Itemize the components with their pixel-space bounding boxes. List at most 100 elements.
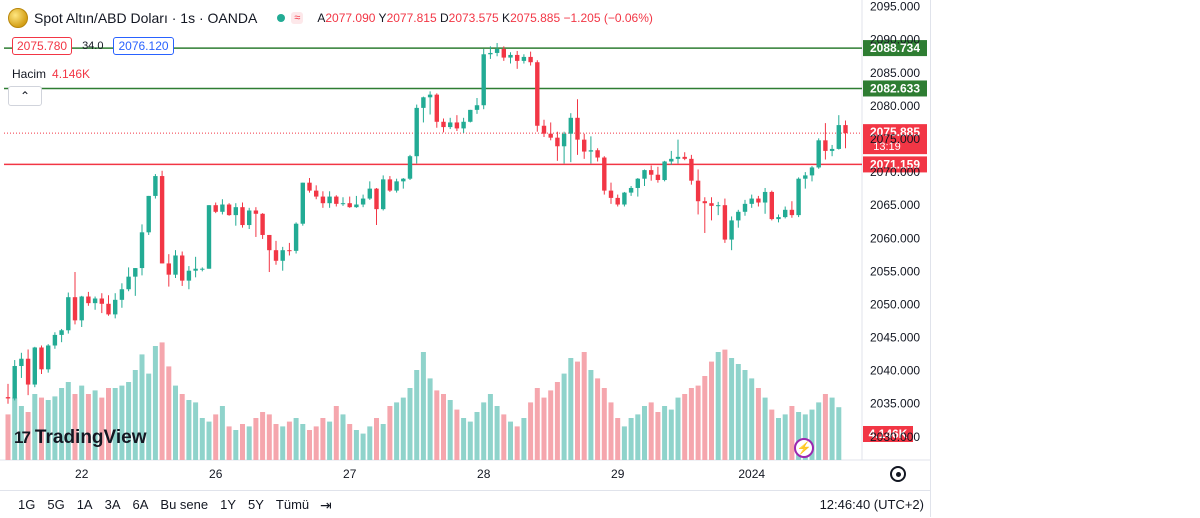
candle-body	[508, 54, 513, 58]
volume-bar	[347, 424, 353, 460]
volume-bar	[554, 382, 560, 460]
candle-body	[381, 179, 386, 210]
volume-legend: Hacim 4.146K	[12, 67, 90, 81]
candle-body	[762, 191, 768, 203]
range-button-5y[interactable]: 5Y	[248, 497, 264, 512]
volume-bar	[487, 394, 493, 460]
brand-name: TradingView	[34, 427, 147, 448]
price-tick-label: 2085.000	[870, 66, 920, 80]
tradingview-logo-icon: 17	[14, 428, 31, 447]
candle-body	[367, 188, 372, 199]
symbol-title[interactable]: Spot Altın/ABD Doları · 1s · OANDA	[34, 10, 258, 26]
volume-bar	[501, 414, 507, 460]
range-button-1g[interactable]: 1G	[18, 497, 36, 512]
candle-body	[280, 250, 285, 261]
last-price-label: 2075.885	[870, 125, 920, 139]
candle-body	[776, 217, 781, 220]
candle-body	[293, 223, 299, 251]
close-value: 2075.885	[510, 11, 561, 25]
candle-body	[649, 170, 654, 175]
sell-button[interactable]: 2075.780	[12, 37, 73, 55]
candles	[5, 43, 848, 404]
volume-last-label: 4.146K	[869, 427, 908, 441]
candle-body	[595, 150, 600, 158]
volume-bar	[829, 397, 835, 460]
candle-body	[742, 203, 748, 212]
candle-body	[166, 263, 171, 275]
lightning-icon[interactable]: ⚡	[794, 438, 814, 458]
volume-bar	[534, 388, 540, 460]
volume-bar	[139, 354, 145, 460]
range-button-bu-sene[interactable]: Bu sene	[160, 497, 209, 512]
volume-bar	[481, 402, 487, 460]
candle-body	[206, 205, 212, 269]
candle-body	[709, 203, 714, 206]
price-tick-label: 2080.000	[870, 99, 920, 113]
candle-body	[334, 196, 339, 204]
price-tick-label: 2045.000	[870, 331, 920, 345]
candle-body	[273, 250, 279, 261]
candle-body	[796, 178, 801, 216]
volume-bar	[253, 418, 259, 460]
range-button-tümü[interactable]: Tümü	[275, 497, 310, 512]
volume-bar	[387, 406, 393, 460]
volume-bar	[769, 409, 775, 460]
volume-bar	[380, 424, 386, 460]
range-button-6a[interactable]: 6A	[132, 497, 149, 512]
range-button-3a[interactable]: 3A	[104, 497, 121, 512]
volume-last-tag	[863, 426, 913, 442]
volume-bar	[474, 412, 480, 460]
volume-bar	[146, 373, 152, 460]
volume-bar	[822, 394, 828, 460]
calendar-goto-icon[interactable]: ⇥	[320, 497, 332, 513]
clock[interactable]: 12:46:40 (UTC+2)	[819, 497, 924, 512]
volume-bar	[18, 406, 24, 460]
candle-body	[52, 334, 58, 346]
change-value: −1.205 (−0.06%)	[563, 11, 653, 25]
volume-bar	[514, 426, 520, 460]
volume-bar	[32, 394, 38, 460]
volume-bars	[5, 342, 842, 460]
time-tick-label: 22	[75, 467, 89, 481]
candle-body	[180, 255, 185, 281]
range-button-5g[interactable]: 5G	[47, 497, 65, 512]
candle-body	[407, 156, 413, 179]
candle-body	[99, 298, 104, 304]
range-button-1a[interactable]: 1A	[76, 497, 93, 512]
candle-body	[468, 109, 473, 122]
candle-body	[803, 175, 808, 179]
price-tick-label: 2065.000	[870, 198, 920, 212]
volume-bar	[39, 397, 44, 460]
candle-body	[689, 158, 694, 181]
candlestick-chart[interactable]: 2088.734 2082.633 2071.159 2075.885 13:19 4.1…	[0, 0, 930, 490]
candle-body	[695, 180, 701, 202]
candle-body	[582, 139, 587, 152]
wave-icon: ≈	[291, 12, 304, 24]
candle-body	[173, 255, 178, 275]
candle-body	[327, 196, 332, 204]
candle-body	[816, 140, 821, 168]
volume-bar	[682, 394, 688, 460]
candle-body	[535, 62, 540, 126]
candle-body	[347, 203, 352, 208]
candle-body	[66, 297, 71, 331]
buy-button[interactable]: 2076.120	[113, 37, 174, 55]
volume-bar	[642, 406, 647, 460]
candle-body	[193, 268, 198, 271]
low-label: D	[439, 11, 449, 25]
volume-bar	[226, 426, 232, 460]
candle-body	[186, 270, 192, 281]
volume-bar	[668, 409, 674, 460]
gear-icon[interactable]	[890, 466, 906, 482]
volume-bar	[521, 418, 527, 460]
volume-bar	[836, 407, 842, 460]
candle-body	[628, 187, 634, 193]
range-button-1y[interactable]: 1Y	[220, 497, 237, 512]
time-tick-label: 27	[343, 467, 357, 481]
volume-bar	[749, 378, 755, 460]
candle-body	[394, 181, 399, 191]
collapse-legend-button[interactable]: ⌃	[8, 86, 42, 106]
candle-body	[233, 207, 238, 216]
candle-body	[340, 203, 346, 205]
candle-body	[481, 54, 486, 106]
